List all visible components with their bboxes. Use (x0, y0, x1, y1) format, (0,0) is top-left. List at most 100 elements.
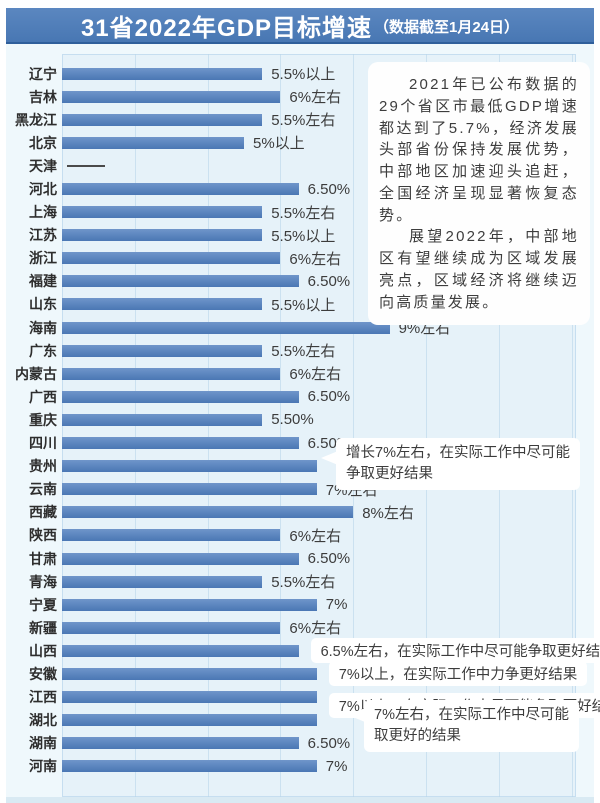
bar-重庆 (62, 413, 263, 426)
value-label: 5.5%以上 (271, 296, 336, 314)
annotation-guizhou-line1: 增长7%左右，在实际工作中尽可能 (346, 445, 570, 461)
value-label: 6.50% (307, 550, 351, 568)
bar-黑龙江 (62, 113, 263, 126)
value-label: 5.5%左右 (271, 204, 336, 222)
province-label: 新疆 (29, 619, 57, 636)
bar-上海 (62, 206, 263, 219)
bar-湖南 (62, 737, 299, 750)
value-label: 6.50% (307, 272, 351, 290)
province-label: 西藏 (29, 504, 57, 521)
province-label: 广西 (29, 388, 57, 405)
value-label: 7% (325, 757, 348, 775)
bar-row-宁夏: 宁夏 7% (0, 593, 600, 616)
province-label: 江西 (29, 689, 57, 706)
bar-row-甘肃: 甘肃 6.50% (0, 547, 600, 570)
bar-内蒙古 (62, 367, 281, 380)
value-label: 7%以上，在实际工作中力争更好结果 (328, 661, 588, 687)
gridline (426, 54, 427, 797)
bar-河南 (62, 760, 317, 773)
province-label: 安徽 (29, 665, 57, 682)
value-label: 6.50% (307, 388, 351, 406)
bar-云南 (62, 483, 317, 496)
bar-贵州 (62, 460, 317, 473)
value-label: 6%左右 (289, 620, 342, 638)
bar-row-贵州: 贵州 (0, 455, 600, 478)
province-label: 河北 (29, 181, 57, 198)
commentary-box: 2021年已公布数据的29个省区市最低GDP增速都达到了5.7%，经济发展头部省… (368, 62, 590, 326)
province-label: 黑龙江 (15, 111, 57, 128)
bar-row-天津: 天津 (0, 154, 600, 177)
bar-row-黑龙江: 黑龙江 5.5%左右 (0, 108, 600, 131)
bar-row-河北: 河北 6.50% (0, 177, 600, 200)
value-label: 5.5%以上 (271, 66, 336, 84)
commentary-paragraph-1: 2021年已公布数据的29个省区市最低GDP增速都达到了5.7%，经济发展头部省… (379, 76, 579, 224)
bar-row-新疆: 新疆 6%左右 (0, 616, 600, 639)
bar-row-湖北: 湖北 (0, 709, 600, 732)
province-label: 内蒙古 (15, 365, 57, 382)
gridline (353, 54, 355, 797)
bar-湖北 (62, 714, 317, 727)
province-label: 青海 (29, 573, 57, 590)
bar-row-辽宁: 辽宁 5.5%以上 (0, 62, 600, 85)
province-label: 四川 (29, 435, 57, 452)
province-label: 北京 (29, 134, 57, 151)
bar-row-陕西: 陕西 6%左右 (0, 524, 600, 547)
gridline (571, 54, 573, 797)
province-label: 甘肃 (29, 550, 57, 567)
bar-row-安徽: 安徽 7%以上，在实际工作中力争更好结果 (0, 661, 600, 687)
value-label: 5.50% (271, 411, 314, 429)
province-label: 陕西 (29, 527, 57, 544)
bar-甘肃 (62, 552, 299, 565)
bar-辽宁 (62, 67, 263, 80)
bar-row-北京: 北京 5%以上 (0, 131, 600, 154)
value-label: 7% (325, 596, 348, 614)
bar-山东 (62, 298, 263, 311)
value-label: 5.5%左右 (271, 112, 336, 130)
bar-row-内蒙古: 内蒙古 6%左右 (0, 362, 600, 385)
value-label: 6.50% (307, 180, 351, 198)
bar-chart: 辽宁 5.5%以上 吉林 6%左右 黑龙江 5.5%左右 北京 5%以上 天津 河北 6.50% 上海… (0, 62, 600, 778)
title-subtext: （数据截至1月24日） (374, 19, 520, 36)
bar-row-上海: 上海 5.5%左右 (0, 201, 600, 224)
bar-浙江 (62, 252, 281, 265)
bar-row-广西: 广西 6.50% (0, 385, 600, 408)
province-label: 江苏 (29, 227, 57, 244)
annotation-hubei-line2: 取更好的结果 (374, 728, 461, 745)
value-label: 5.5%以上 (271, 227, 336, 245)
value-label: 6.5%左右，在实际工作中尽可能争取更好结果 (310, 638, 600, 664)
province-label: 福建 (29, 273, 57, 290)
gridline (280, 54, 282, 797)
province-label: 宁夏 (29, 596, 57, 613)
value-label: 6%左右 (289, 89, 342, 107)
bar-新疆 (62, 621, 281, 634)
province-label: 重庆 (29, 411, 57, 428)
bar-青海 (62, 575, 263, 588)
annotation-guizhou: 增长7%左右，在实际工作中尽可能 争取更好结果 (321, 438, 580, 491)
annotation-hubei-line1: 7%左右，在实际工作中尽可能 (374, 707, 569, 723)
province-label: 贵州 (29, 458, 57, 475)
no-data-dash (67, 164, 105, 167)
value-label: 8%左右 (362, 504, 414, 522)
bar-四川 (62, 437, 299, 450)
bar-山西 (62, 644, 299, 657)
value-label: 5.5%左右 (271, 343, 336, 361)
bar-row-青海: 青海 5.5%左右 (0, 570, 600, 593)
bar-row-湖南: 湖南 6.50% (0, 732, 600, 755)
province-label: 辽宁 (29, 65, 57, 82)
bar-西藏 (62, 506, 354, 519)
bar-江西 (62, 691, 317, 704)
value-label: 6%左右 (289, 250, 342, 268)
page-title: 31省2022年GDP目标增速 （数据截至1月24日） (6, 8, 594, 44)
province-label: 山西 (29, 642, 57, 659)
bar-江苏 (62, 229, 263, 242)
bar-广西 (62, 390, 299, 403)
bar-row-江苏: 江苏 5.5%以上 (0, 224, 600, 247)
value-label: 6%左右 (289, 366, 342, 384)
bar-广东 (62, 344, 263, 357)
bar-row-山东: 山东 5.5%以上 (0, 293, 600, 316)
province-label: 湖南 (29, 735, 57, 752)
commentary-paragraph-2: 展望2022年，中部地区有望继续成为区域发展亮点，区域经济将继续迈向高质量发展。 (379, 228, 579, 311)
bar-安徽 (62, 667, 317, 680)
province-label: 广东 (29, 342, 57, 359)
bar-北京 (62, 136, 244, 149)
